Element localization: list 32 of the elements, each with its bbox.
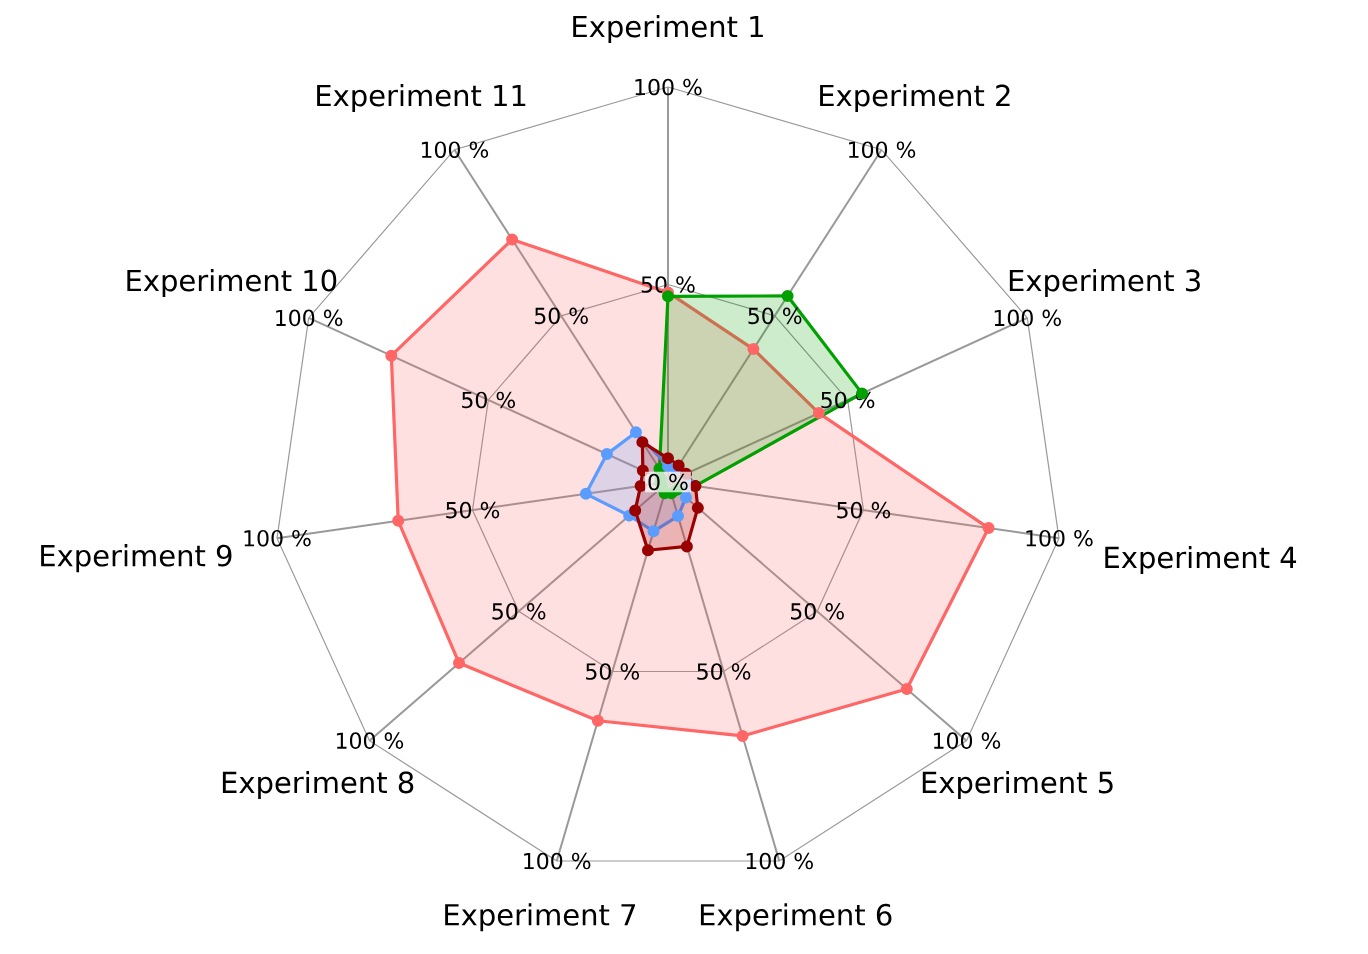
- spoke-label: Experiment 5: [922, 770, 1113, 799]
- spoke-label: Experiment 6: [700, 903, 892, 932]
- text: 50 %: [697, 663, 751, 680]
- y-tick-label: 0 %: [648, 473, 688, 491]
- text: 50 %: [586, 663, 640, 680]
- text: 50 %: [837, 501, 891, 519]
- text: 50 %: [791, 603, 844, 620]
- text: 100 %: [746, 852, 813, 870]
- spoke-label: Experiment 1: [573, 15, 763, 44]
- y-tick-label: 100 %: [635, 78, 702, 96]
- text: 50 %: [462, 391, 516, 409]
- text: 100 %: [421, 141, 489, 159]
- text: 50 %: [748, 307, 802, 325]
- text: 100 %: [276, 309, 343, 327]
- text: 50 %: [492, 603, 546, 620]
- spoke-label: Experiment 9: [41, 544, 232, 573]
- text: 100 %: [849, 141, 916, 159]
- text: 100 %: [524, 852, 591, 870]
- text: 100 %: [933, 732, 1001, 749]
- text: 100 %: [336, 732, 404, 749]
- spoke-label: Experiment 7: [445, 903, 636, 932]
- spoke-label: Experiment 2: [820, 84, 1010, 113]
- spoke-label: Experiment 10: [127, 269, 337, 298]
- text: 50 %: [534, 307, 588, 325]
- text: 50 %: [446, 501, 500, 519]
- text: 100 %: [1026, 529, 1093, 547]
- spoke-label: Experiment 11: [317, 84, 526, 113]
- spoke-label: Experiment 3: [1009, 269, 1200, 298]
- text: 100 %: [994, 309, 1061, 327]
- text: 100 %: [244, 529, 311, 547]
- spoke-label: Experiment 4: [1105, 545, 1297, 575]
- spoke-label: Experiment 8: [222, 770, 414, 799]
